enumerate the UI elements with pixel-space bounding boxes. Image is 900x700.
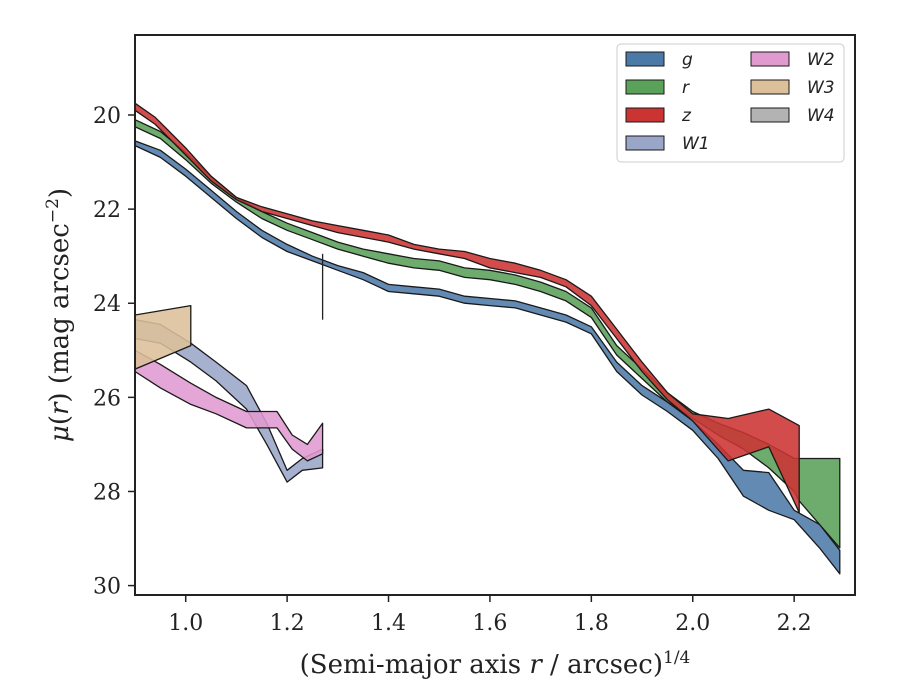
y-tick-label: 30: [93, 575, 121, 600]
x-tick-label: 1.8: [574, 611, 609, 636]
svg-text:(Semi-major axis r / arcsec)1/: (Semi-major axis r / arcsec)1/4: [300, 648, 691, 680]
y-axis-title: μ(r) (mag arcsec−2): [43, 188, 75, 442]
x-tick-label: 1.2: [270, 611, 305, 636]
legend-label-g: g: [682, 50, 693, 70]
legend-swatch-W2: [750, 51, 790, 67]
plot-frame: [134, 34, 856, 596]
x-tick-label: 1.6: [472, 611, 507, 636]
y-axis-ticks: 20 22 24 26 28 30: [93, 104, 135, 600]
legend-box: [616, 43, 845, 163]
legend-swatch-W3: [750, 79, 790, 95]
band-W2: [135, 349, 324, 462]
legend-swatch-W1: [625, 135, 665, 151]
legend-label-z: z: [681, 106, 692, 126]
y-tick-label: 20: [93, 104, 121, 129]
series-bands: [135, 102, 841, 575]
y-tick-label: 26: [93, 386, 121, 411]
band-g: [135, 140, 841, 575]
legend-swatch-z: [625, 107, 665, 123]
x-axis-ticks: 1.0 1.2 1.4 1.6 1.8 2.0 2.2: [168, 595, 812, 636]
x-tick-label: 2.2: [777, 611, 812, 636]
y-tick-label: 28: [93, 480, 121, 505]
y-tick-label: 24: [93, 292, 121, 317]
y-tick-label: 22: [93, 198, 121, 223]
x-tick-label: 1.0: [168, 611, 203, 636]
legend-label-W3: W3: [807, 78, 835, 98]
legend-swatch-g: [625, 51, 665, 67]
band-z: [135, 102, 800, 514]
legend-swatch-r: [625, 79, 665, 95]
legend-label-W1: W1: [682, 134, 710, 154]
x-tick-label: 2.0: [675, 611, 710, 636]
legend-swatch-W4: [750, 107, 790, 123]
x-axis-title: (Semi-major axis r / arcsec)1/4: [300, 648, 691, 680]
legend-label-W4: W4: [807, 106, 835, 126]
legend-label-r: r: [682, 78, 690, 98]
x-tick-label: 1.4: [371, 611, 406, 636]
band-r: [135, 119, 841, 549]
band-W3: [135, 304, 192, 370]
legend-label-W2: W2: [807, 50, 835, 70]
legend: grz W1 W2 W3 W4: [616, 43, 845, 163]
svg-text:μ(r) (mag arcsec−2): μ(r) (mag arcsec−2): [43, 188, 75, 442]
